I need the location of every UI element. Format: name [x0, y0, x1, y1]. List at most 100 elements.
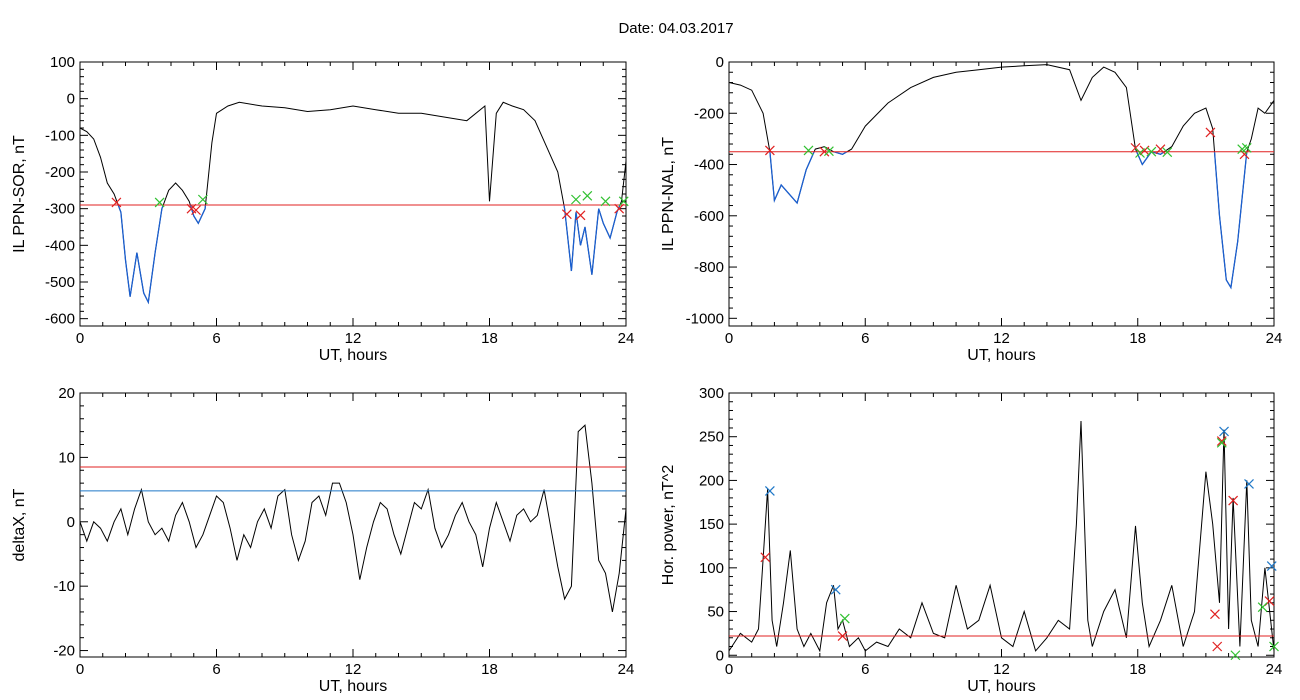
x-tick-label: 18 [481, 661, 498, 678]
marker-green [197, 194, 208, 205]
marker-red [614, 203, 625, 214]
marker-green [839, 613, 850, 624]
x-tick-label: 18 [1129, 661, 1146, 678]
x-tick-label: 0 [725, 330, 733, 347]
x-tick-label: 24 [1266, 661, 1283, 678]
marker-blue-stroke [1244, 478, 1254, 489]
marker-green [1230, 650, 1241, 661]
y-tick-label: 250 [699, 429, 724, 446]
marker-red [1239, 149, 1250, 160]
y-tick-label: 0 [716, 647, 724, 664]
marker-green-stroke [600, 196, 611, 207]
y-tick-label: 150 [699, 516, 724, 533]
y-tick-label: 0 [67, 91, 75, 108]
series-line [80, 424, 626, 612]
y-tick-label: 100 [50, 54, 75, 71]
x-axis-label: UT, hours [967, 678, 1035, 695]
marker-green [618, 196, 629, 207]
marker-red [1210, 609, 1220, 620]
marker-red-stroke [191, 205, 201, 216]
x-axis-label: UT, hours [319, 347, 387, 364]
y-tick-label: -300 [45, 201, 75, 218]
marker-blue-stroke [830, 584, 841, 595]
series-line [729, 420, 1274, 653]
marker-red [1216, 436, 1227, 447]
y-tick-label: -200 [45, 164, 75, 181]
x-tick-label: 18 [1129, 330, 1146, 347]
marker-green [1257, 602, 1268, 613]
marker-red [764, 145, 775, 156]
marker-blue [1266, 561, 1277, 572]
marker-red [561, 209, 572, 220]
x-tick-label: 24 [618, 330, 635, 347]
marker-green [803, 145, 814, 156]
marker-green-stroke [1135, 148, 1145, 158]
marker-red [760, 552, 771, 563]
marker-red-stroke [111, 197, 122, 208]
marker-green [600, 196, 611, 207]
marker-red-stroke [1239, 149, 1250, 160]
y-tick-label: 200 [699, 472, 724, 489]
x-tick-label: 0 [725, 661, 733, 678]
panel-il-ppn-nal: 0 6 12 18 24 -1000 -800 -600 -400 -200 0 UT, hours I… [660, 54, 1282, 364]
x-tick-label: 0 [76, 661, 84, 678]
marker-green-stroke [571, 194, 581, 205]
panel-delta-x: 0 6 12 18 24 -20 -10 0 10 20 UT, hours deltaX, nT [11, 385, 634, 695]
plot-area [80, 424, 626, 612]
highlight-group [117, 205, 621, 305]
marker-green [154, 197, 165, 208]
x-tick-label: 12 [993, 330, 1010, 347]
panel-hor-power: 0 6 12 18 24 0 50 100 150 200 250 300 UT, hours Hor. … [660, 385, 1282, 695]
marker-green-stroke [839, 613, 850, 624]
marker-green-stroke [1216, 437, 1227, 448]
marker-blue [1219, 426, 1229, 437]
marker-red-stroke [575, 210, 586, 221]
marker-red-stroke [760, 552, 771, 563]
marker-red-stroke [1228, 495, 1239, 506]
marker-green-stroke [1162, 147, 1173, 158]
y-tick-label: -10 [53, 578, 75, 595]
series-line [80, 101, 626, 304]
x-tick-label: 24 [1266, 330, 1283, 347]
y-axis-label: IL PPN-SOR, nT [11, 135, 28, 253]
marker-green [1135, 148, 1145, 158]
marker-green [582, 190, 593, 201]
figure-title: Date: 04.03.2017 [618, 20, 733, 37]
plot-frame [79, 61, 627, 327]
y-tick-label: -500 [45, 274, 75, 291]
marker-green-stroke [823, 146, 834, 157]
marker-red [191, 205, 201, 216]
y-tick-label: -400 [45, 237, 75, 254]
marker-red [111, 197, 122, 208]
marker-green [1269, 641, 1279, 652]
marker-red-stroke [1210, 609, 1220, 620]
marker-red-stroke [1212, 641, 1223, 652]
x-tick-label: 6 [861, 330, 869, 347]
x-tick-label: 6 [212, 330, 220, 347]
marker-green-stroke [1257, 602, 1268, 613]
x-tick-label: 24 [618, 661, 635, 678]
y-tick-label: 100 [699, 560, 724, 577]
plot-frame [79, 392, 627, 658]
series-highlight [769, 151, 1248, 290]
marker-green-stroke [618, 196, 629, 207]
y-tick-label: -600 [694, 208, 724, 225]
marker-red-stroke [1130, 142, 1141, 153]
marker-green-stroke [1230, 650, 1241, 661]
highlight-group [769, 151, 1248, 290]
x-axis-label: UT, hours [967, 347, 1035, 364]
x-axis-label: UT, hours [319, 678, 387, 695]
marker-blue-stroke [1266, 561, 1277, 572]
marker-blue-stroke [764, 485, 775, 496]
plot-area [80, 101, 626, 305]
y-axis-label: IL PPN-NAL, nT [660, 137, 677, 251]
y-tick-label: -800 [694, 259, 724, 276]
x-tick-label: 12 [345, 661, 362, 678]
x-tick-label: 12 [345, 330, 362, 347]
marker-green-stroke [582, 190, 593, 201]
marker-red-stroke [1155, 144, 1166, 155]
marker-blue-stroke [1219, 426, 1229, 437]
y-tick-label: -400 [694, 157, 724, 174]
y-tick-label: 50 [707, 604, 724, 621]
marker-green [1216, 437, 1227, 448]
